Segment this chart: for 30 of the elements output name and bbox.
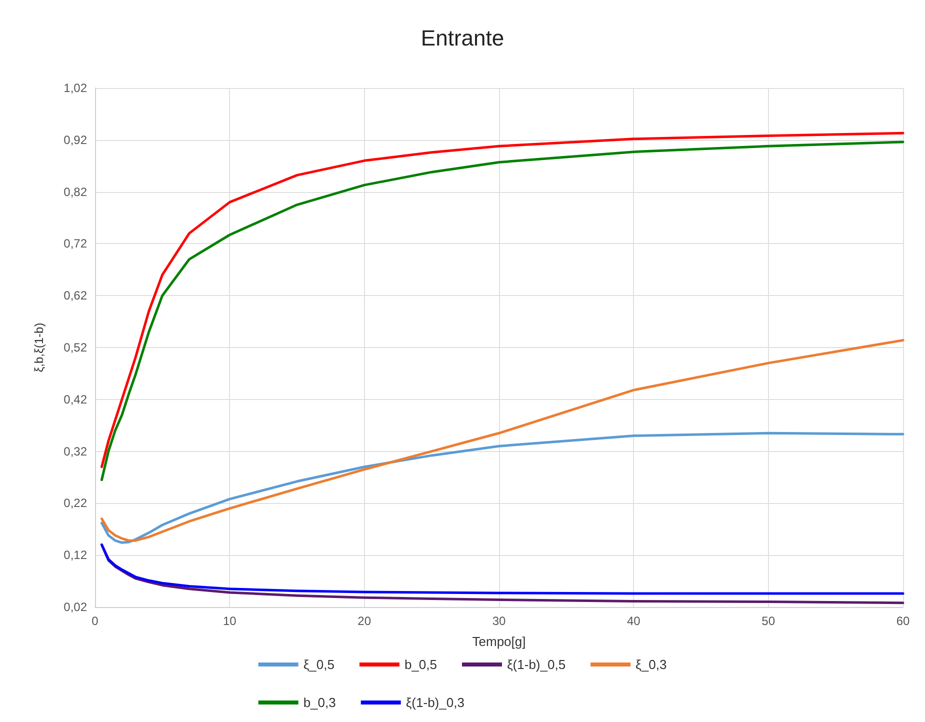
legend-label: ξ_0,3 xyxy=(636,657,667,672)
legend-label: ξ(1-b)_0,3 xyxy=(406,695,464,710)
x-tick-label: 30 xyxy=(492,614,506,628)
legend-label: ξ_0,5 xyxy=(303,657,334,672)
y-axis-title: ξ,b,ξ(1-b) xyxy=(32,322,46,372)
legend-label: b_0,3 xyxy=(303,695,336,710)
y-tick-label: 0,72 xyxy=(64,236,88,251)
line-series xyxy=(100,338,904,542)
y-tick-label: 1,02 xyxy=(64,81,88,95)
y-tick-label: 0,62 xyxy=(64,288,88,303)
x-tick-label: 50 xyxy=(762,614,776,628)
x-tick-label: 60 xyxy=(896,614,910,628)
x-tick-label: 20 xyxy=(358,614,372,628)
y-tick-label: 0,42 xyxy=(64,392,88,406)
x-axis-title: Tempo[g] xyxy=(472,634,526,649)
x-tick-label: 0 xyxy=(92,614,99,628)
y-tick-label: 0,82 xyxy=(64,184,88,199)
legend-label: ξ(1-b)_0,5 xyxy=(506,657,566,672)
line-series xyxy=(100,543,904,595)
y-tick-label: 0,32 xyxy=(64,444,88,458)
x-tick-label: 40 xyxy=(626,614,641,628)
legend-label: b_0,5 xyxy=(404,657,437,672)
y-tick-label: 0,12 xyxy=(64,548,88,562)
line-series xyxy=(100,432,904,544)
y-tick-label: 0,92 xyxy=(64,132,88,147)
y-tick-label: 0,22 xyxy=(64,496,88,510)
y-tick-label: 0,52 xyxy=(64,340,88,354)
y-tick-label: 0,02 xyxy=(64,600,88,614)
chart-title: Entrante xyxy=(420,26,504,50)
x-tick-label: 10 xyxy=(222,614,237,628)
